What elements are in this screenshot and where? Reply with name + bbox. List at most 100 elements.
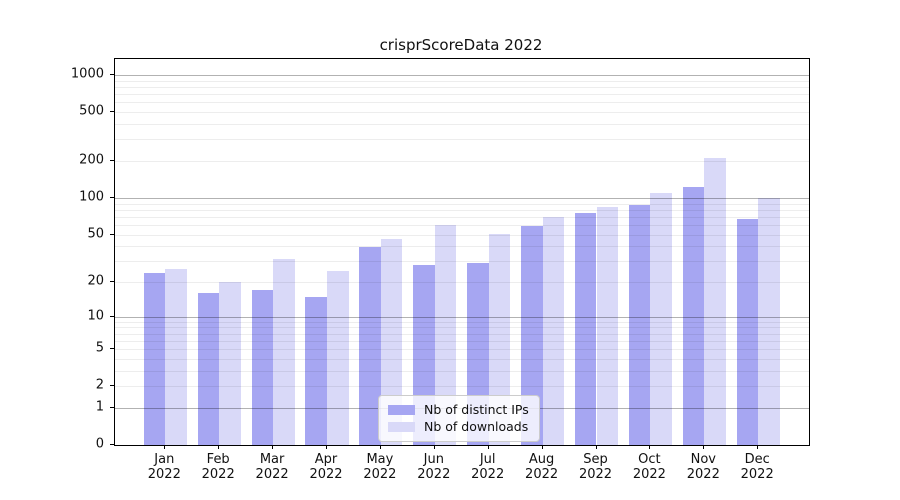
legend-label-downloads: Nb of downloads xyxy=(424,419,529,434)
minor-gridline-80 xyxy=(115,209,809,211)
x-axis-tick-label-nov: Nov 2022 xyxy=(686,452,720,482)
y-axis-tick-0 xyxy=(110,444,114,445)
legend-item-downloads: Nb of downloads xyxy=(388,418,529,435)
plot-area: Nb of distinct IPs Nb of downloads xyxy=(114,58,810,446)
minor-gridline-700 xyxy=(115,94,809,96)
chart-title: crisprScoreData 2022 xyxy=(379,36,543,54)
x-axis-tick-label-feb: Feb 2022 xyxy=(201,452,235,482)
y-axis-tick-1 xyxy=(110,406,114,408)
bar-downloads-6 xyxy=(434,224,457,445)
y-axis-tick-2 xyxy=(110,385,114,387)
minor-gridline-3 xyxy=(115,370,809,372)
y-axis-tick-label-200: 200 xyxy=(79,152,104,168)
bar-downloads-11 xyxy=(704,158,726,445)
y-axis-tick-label-100: 100 xyxy=(79,189,104,205)
minor-gridline-200 xyxy=(115,161,809,162)
minor-gridline-9 xyxy=(115,321,809,323)
bar-distinct-ips-11 xyxy=(682,187,705,445)
bar-distinct-ips-9 xyxy=(574,213,597,445)
bar-distinct-ips-3 xyxy=(251,290,274,445)
minor-gridline-5 xyxy=(115,349,809,351)
x-axis-tick-3 xyxy=(272,445,274,449)
legend-swatch-downloads xyxy=(388,421,415,432)
x-axis-tick-9 xyxy=(595,445,597,449)
minor-gridline-400 xyxy=(115,124,809,125)
y-axis-tick-label-10: 10 xyxy=(87,308,104,324)
x-axis-tick-1 xyxy=(164,445,166,449)
minor-gridline-6 xyxy=(115,340,809,342)
bar-distinct-ips-12 xyxy=(736,219,759,445)
y-axis-tick-label-500: 500 xyxy=(79,103,104,119)
minor-gridline-4 xyxy=(115,358,809,360)
y-axis-tick-label-20: 20 xyxy=(87,273,104,289)
x-axis-tick-label-mar: Mar 2022 xyxy=(255,452,289,482)
minor-gridline-40 xyxy=(115,246,809,248)
major-gridline-1000 xyxy=(115,75,809,76)
minor-gridline-8 xyxy=(115,327,809,329)
minor-gridline-30 xyxy=(115,261,809,263)
y-axis-tick-50 xyxy=(110,233,114,235)
y-axis-tick-5 xyxy=(110,348,114,350)
y-axis-tick-label-2: 2 xyxy=(95,377,104,393)
x-axis-tick-label-may: May 2022 xyxy=(363,452,397,482)
x-axis-tick-10 xyxy=(649,445,651,449)
x-axis-tick-12 xyxy=(757,445,759,449)
bar-downloads-7 xyxy=(488,234,511,445)
major-gridline-100 xyxy=(115,197,809,199)
bar-downloads-9 xyxy=(596,207,619,445)
x-axis-tick-8 xyxy=(541,445,543,449)
minor-gridline-7 xyxy=(115,333,809,335)
x-axis-tick-label-aug: Aug 2022 xyxy=(525,452,559,482)
bar-distinct-ips-4 xyxy=(305,296,327,445)
legend-label-distinct-ips: Nb of distinct IPs xyxy=(424,402,529,417)
minor-gridline-2 xyxy=(115,386,809,388)
y-axis-tick-100 xyxy=(110,196,114,198)
minor-gridline-70 xyxy=(115,216,809,218)
x-axis-tick-label-jun: Jun 2022 xyxy=(417,452,451,482)
minor-gridline-50 xyxy=(115,234,809,236)
major-gridline-10 xyxy=(115,316,809,318)
bar-downloads-5 xyxy=(380,238,403,445)
minor-gridline-600 xyxy=(115,102,809,104)
x-axis-tick-7 xyxy=(487,445,489,449)
x-axis-tick-label-jan: Jan 2022 xyxy=(147,452,181,482)
bar-distinct-ips-5 xyxy=(359,247,381,445)
bar-downloads-3 xyxy=(273,259,295,445)
bar-distinct-ips-10 xyxy=(628,205,651,445)
minor-gridline-20 xyxy=(115,282,809,283)
bar-downloads-12 xyxy=(758,197,780,445)
y-axis-tick-20 xyxy=(110,281,114,282)
x-axis-tick-label-jul: Jul 2022 xyxy=(471,452,505,482)
y-axis-tick-200 xyxy=(110,160,114,161)
y-axis-tick-label-50: 50 xyxy=(87,226,104,241)
y-axis-tick-1000 xyxy=(110,74,114,75)
y-axis-tick-label-1: 1 xyxy=(95,399,104,415)
legend-swatch-distinct-ips xyxy=(388,404,415,415)
x-axis-tick-11 xyxy=(703,445,705,449)
x-axis-tick-6 xyxy=(433,445,435,449)
y-axis-tick-500 xyxy=(110,111,114,113)
minor-gridline-900 xyxy=(115,80,809,82)
legend-item-distinct-ips: Nb of distinct IPs xyxy=(388,401,529,418)
x-axis-tick-label-apr: Apr 2022 xyxy=(309,452,343,482)
x-axis-tick-label-oct: Oct 2022 xyxy=(632,452,666,482)
bar-distinct-ips-1 xyxy=(143,272,166,445)
bar-downloads-1 xyxy=(165,268,187,445)
minor-gridline-300 xyxy=(115,139,809,141)
x-axis-tick-5 xyxy=(379,445,381,449)
minor-gridline-500 xyxy=(115,112,809,114)
bar-downloads-10 xyxy=(650,192,672,445)
bar-downloads-2 xyxy=(219,281,241,445)
y-axis-tick-label-1000: 1000 xyxy=(70,66,104,82)
x-axis-tick-label-dec: Dec 2022 xyxy=(740,452,774,482)
minor-gridline-90 xyxy=(115,203,809,205)
y-axis-tick-label-0: 0 xyxy=(95,436,104,452)
bar-distinct-ips-8 xyxy=(521,225,543,445)
y-axis-tick-10 xyxy=(110,315,114,317)
x-axis-tick-4 xyxy=(326,445,327,449)
bar-downloads-4 xyxy=(327,270,349,445)
x-axis-tick-label-sep: Sep 2022 xyxy=(578,452,613,482)
minor-gridline-800 xyxy=(115,87,809,88)
minor-gridline-60 xyxy=(115,224,809,226)
